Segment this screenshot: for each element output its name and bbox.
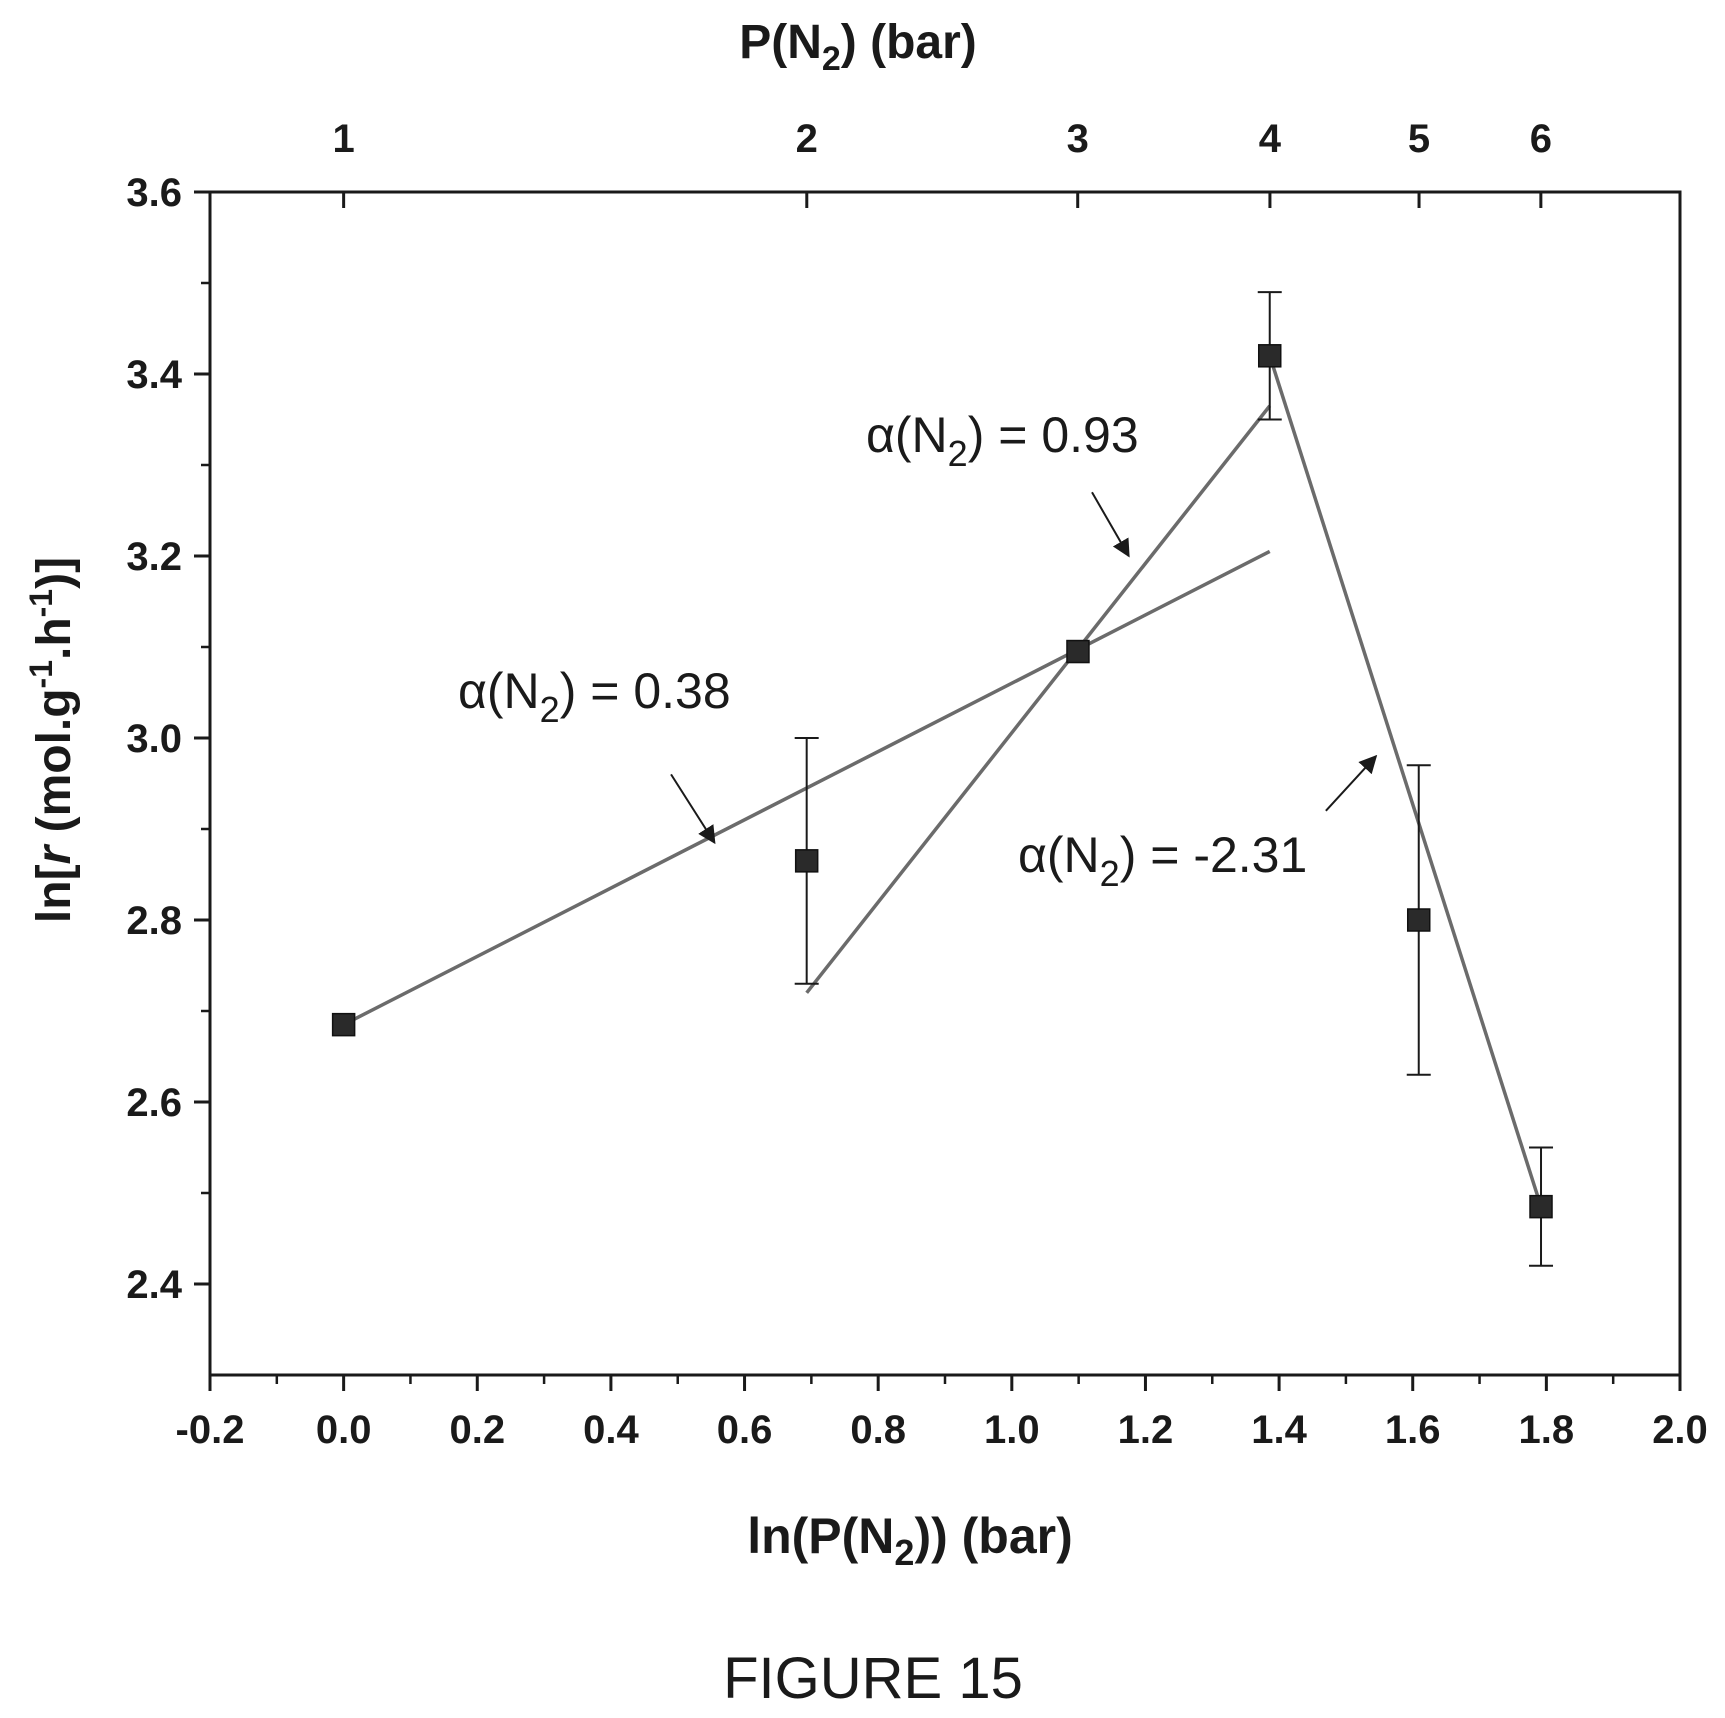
data-points bbox=[331, 344, 1553, 1219]
top-tick-label: 1 bbox=[333, 117, 355, 161]
x-tick-label: 1.0 bbox=[984, 1408, 1040, 1452]
annotation-alpha-3: α(N2) = -2.31 bbox=[1018, 827, 1307, 894]
x-tick-label: 0.4 bbox=[583, 1408, 639, 1452]
x-tick-label: 0.2 bbox=[449, 1408, 505, 1452]
y-tick-label: 3.0 bbox=[126, 717, 182, 761]
annotation-arrow bbox=[670, 773, 716, 845]
annotation-arrows bbox=[670, 491, 1378, 845]
data-point bbox=[1529, 1194, 1553, 1219]
fit-lines bbox=[342, 355, 1543, 1208]
x-tick-label: 0.6 bbox=[717, 1408, 773, 1452]
top-tick-label: 6 bbox=[1530, 117, 1552, 161]
x-tick-label: 1.6 bbox=[1385, 1408, 1441, 1452]
top-axis-title: P(N2) (bar) bbox=[739, 16, 977, 78]
x-tick-label: 1.2 bbox=[1118, 1408, 1174, 1452]
top-tick-label: 4 bbox=[1259, 117, 1282, 161]
x-tick-label: 1.8 bbox=[1519, 1408, 1575, 1452]
annotation-alpha-1: α(N2) = 0.38 bbox=[458, 663, 731, 730]
x-tick-label: 0.0 bbox=[316, 1408, 372, 1452]
plot-frame bbox=[208, 190, 1682, 1377]
fit-line bbox=[1268, 355, 1543, 1208]
data-point bbox=[1406, 908, 1431, 932]
y-tick-label: 2.6 bbox=[126, 1081, 182, 1125]
data-point bbox=[1257, 344, 1282, 368]
data-point bbox=[1066, 639, 1090, 664]
x-tick-label: -0.2 bbox=[176, 1408, 245, 1452]
x-axis-title: ln(P(N2)) (bar) bbox=[747, 1508, 1073, 1573]
y-axis-title: ln[r (mol.g-1.h-1)] bbox=[23, 557, 81, 923]
y-tick-label: 2.8 bbox=[126, 899, 182, 943]
annotation-arrow bbox=[1091, 491, 1130, 558]
y-tick-label: 2.4 bbox=[126, 1263, 182, 1307]
top-tick-label: 5 bbox=[1408, 117, 1430, 161]
top-tick-label: 2 bbox=[796, 117, 818, 161]
top-tick-label: 3 bbox=[1067, 117, 1089, 161]
x-tick-label: 2.0 bbox=[1652, 1408, 1708, 1452]
figure-caption: FIGURE 15 bbox=[723, 1646, 1023, 1711]
x-tick-label: 0.8 bbox=[850, 1408, 906, 1452]
y-tick-label: 3.4 bbox=[126, 353, 182, 397]
y-tick-label: 3.2 bbox=[126, 535, 182, 579]
annotation-alpha-2: α(N2) = 0.93 bbox=[866, 407, 1139, 474]
data-point bbox=[331, 1012, 356, 1037]
x-tick-label: 1.4 bbox=[1251, 1408, 1307, 1452]
annotation-arrow bbox=[1325, 754, 1378, 812]
grid-and-ticks: -0.2 0.0 0.2 0.4 0.6 0.8 1.0 1.2 1.4 1.6 1.8 2.0 2.4… bbox=[126, 117, 1707, 1452]
plot-area-border bbox=[208, 190, 1682, 1377]
y-tick-label: 3.6 bbox=[126, 171, 182, 215]
fit-line bbox=[805, 404, 1272, 994]
data-point bbox=[794, 849, 819, 873]
